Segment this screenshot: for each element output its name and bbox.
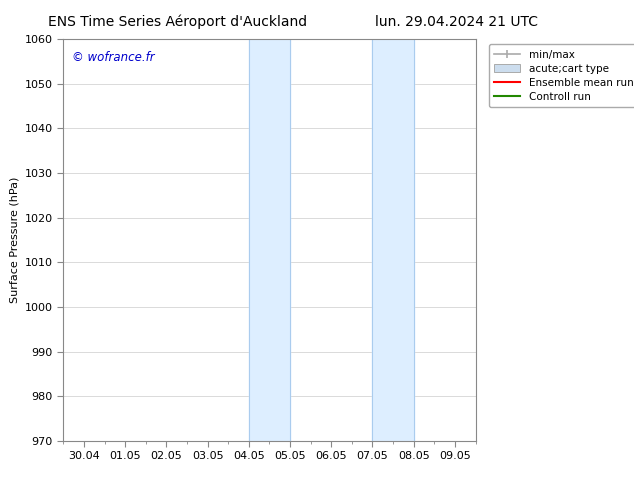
Bar (373, 39, 414, 441)
Text: lun. 29.04.2024 21 UTC: lun. 29.04.2024 21 UTC (375, 15, 538, 29)
Text: © wofrance.fr: © wofrance.fr (72, 51, 154, 64)
Text: ENS Time Series Aéroport d'Auckland: ENS Time Series Aéroport d'Auckland (48, 15, 307, 29)
Y-axis label: Surface Pressure (hPa): Surface Pressure (hPa) (10, 177, 19, 303)
Legend: min/max, acute;cart type, Ensemble mean run, Controll run: min/max, acute;cart type, Ensemble mean … (489, 45, 634, 107)
Bar (249, 39, 290, 441)
